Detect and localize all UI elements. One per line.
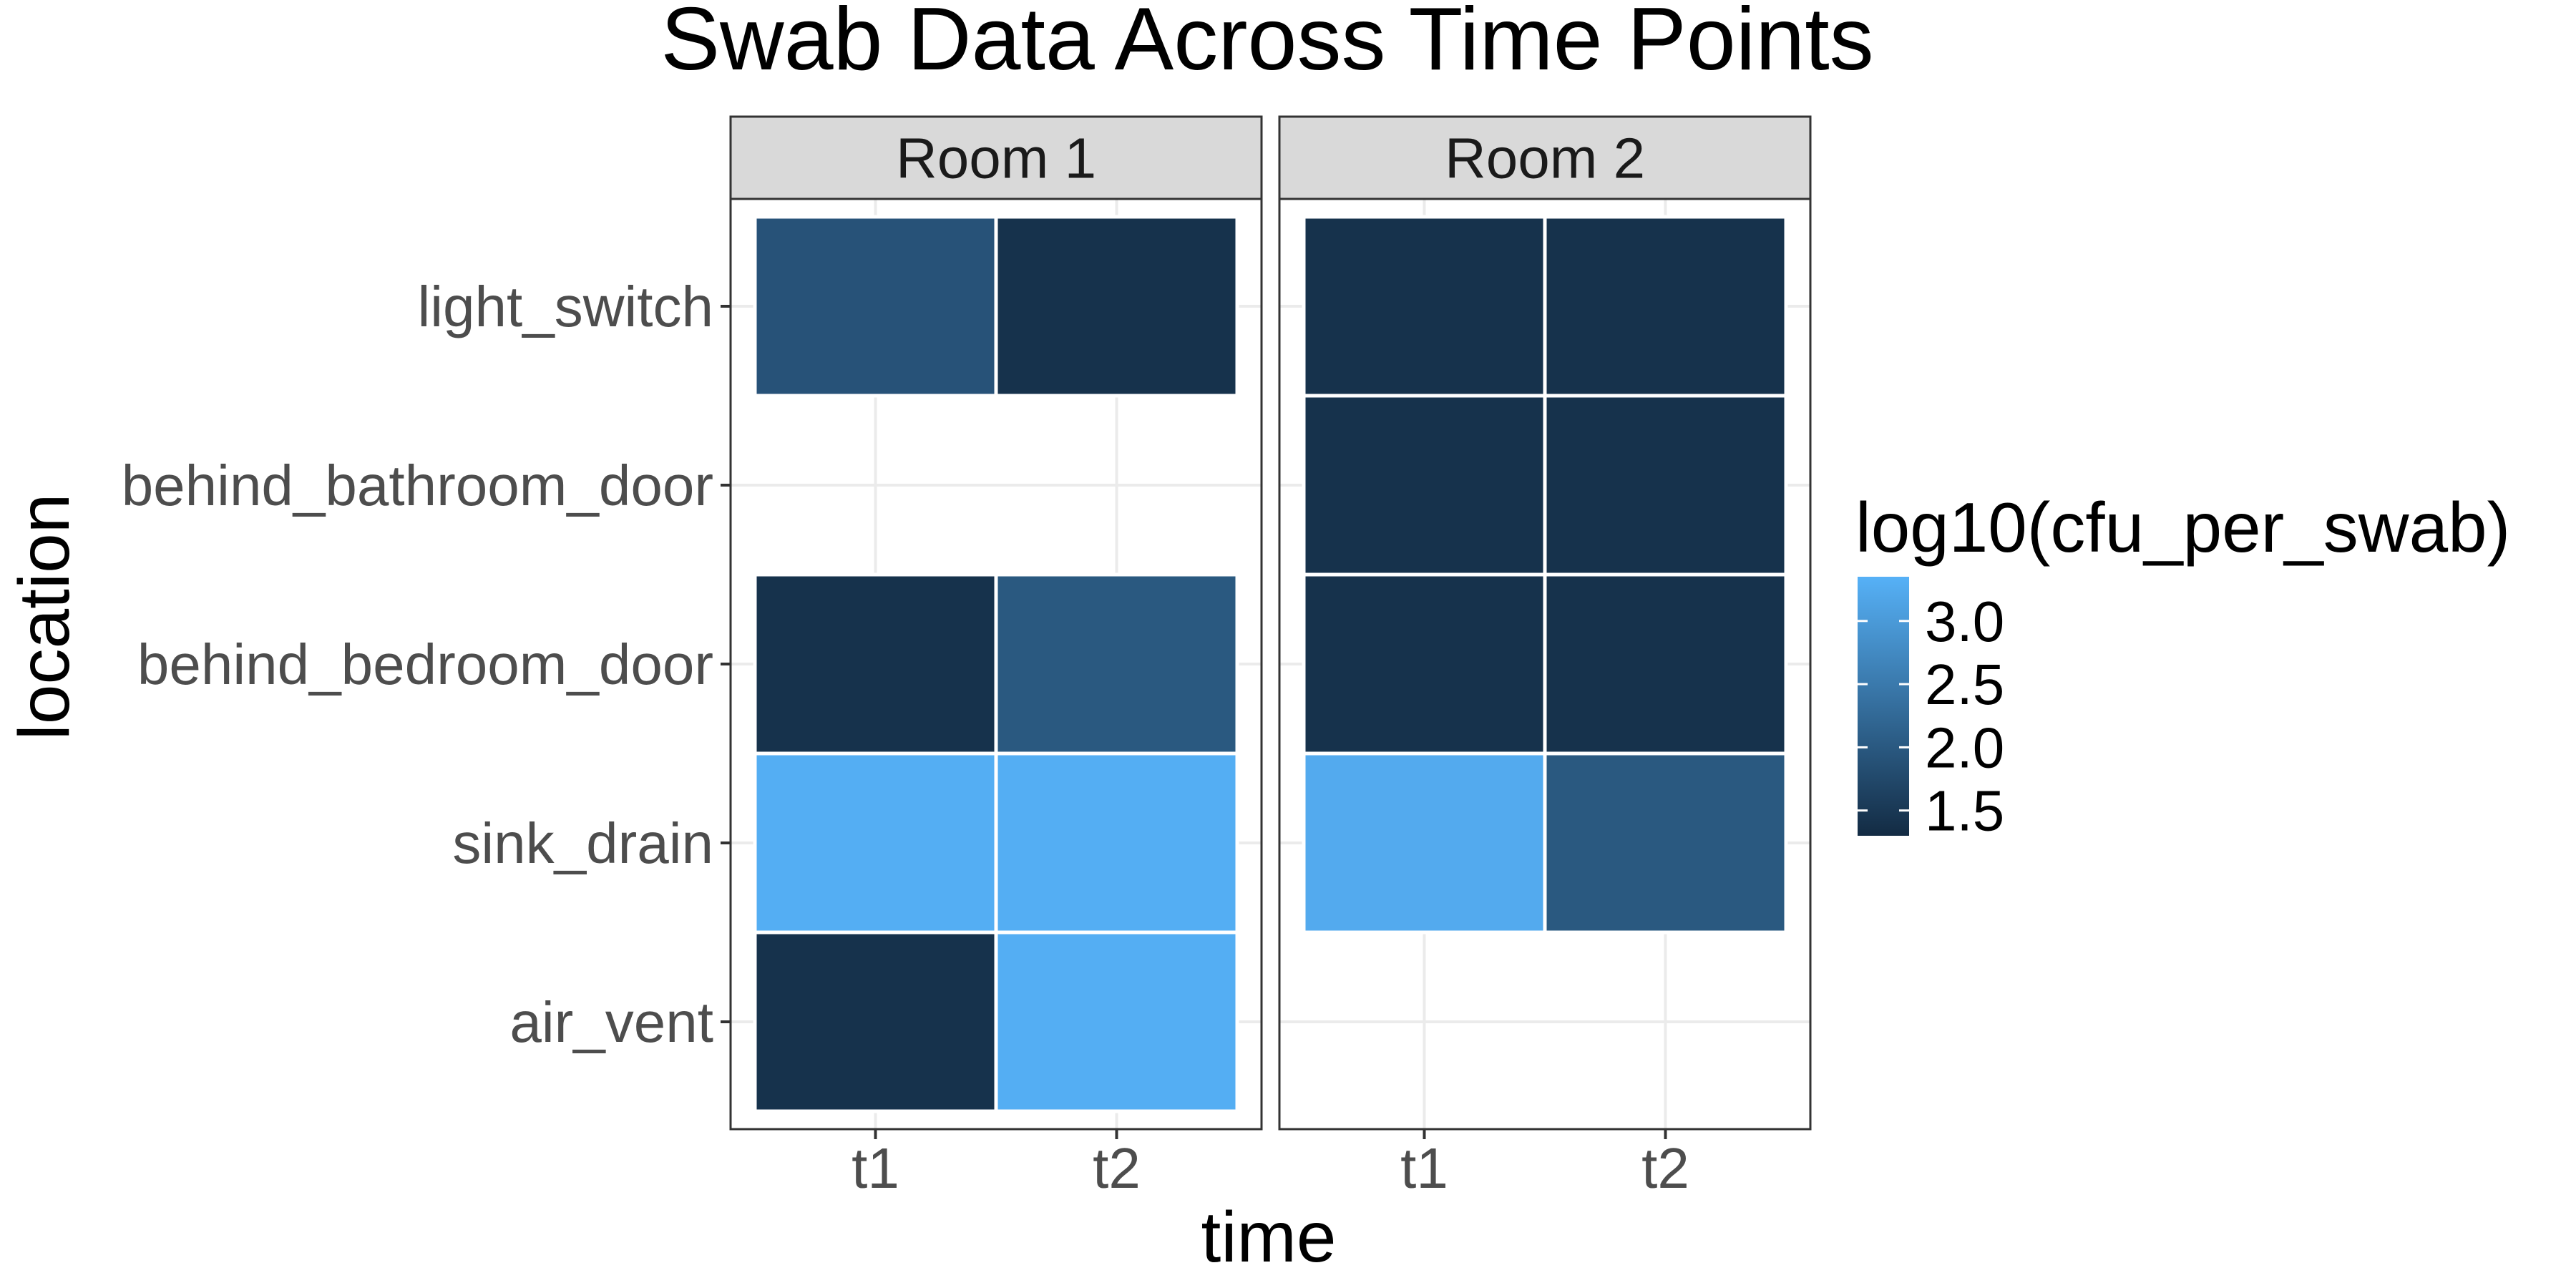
chart-title: Swab Data Across Time Points bbox=[660, 0, 1873, 89]
heatmap-cell bbox=[994, 215, 1239, 398]
y-tick-label: air_vent bbox=[509, 990, 713, 1054]
heatmap-cell bbox=[753, 930, 998, 1113]
legend: log10(cfu_per_swab) 1.52.02.53.0 bbox=[1855, 488, 2510, 843]
heatmap-cell bbox=[753, 215, 998, 398]
heatmap-cell bbox=[753, 572, 998, 756]
y-axis-ticks: light_switch behind_bathroom_door behind_b… bbox=[122, 275, 731, 1054]
legend-tick-label: 2.5 bbox=[1925, 653, 2004, 716]
x-tick-label: t1 bbox=[1400, 1136, 1448, 1200]
facet-panel: Room 2 bbox=[1278, 115, 1812, 1131]
facet-strip-label: Room 2 bbox=[1445, 127, 1645, 190]
heatmap-cell bbox=[1302, 751, 1547, 935]
x-axis-ticks: t1 t2 t1 t2 bbox=[852, 1129, 1689, 1200]
legend-ticks: 1.52.02.53.0 bbox=[1858, 590, 2004, 843]
legend-title: log10(cfu_per_swab) bbox=[1855, 488, 2510, 567]
x-tick-label: t2 bbox=[1093, 1136, 1141, 1200]
y-axis-title: location bbox=[4, 494, 84, 741]
x-tick-label: t1 bbox=[852, 1136, 899, 1200]
legend-tick-label: 1.5 bbox=[1925, 779, 2004, 843]
heatmap-cell bbox=[1543, 751, 1788, 935]
heatmap-cell bbox=[753, 751, 998, 935]
y-tick-label: behind_bathroom_door bbox=[122, 454, 713, 517]
heatmap-cell bbox=[1543, 215, 1788, 398]
heatmap-cell bbox=[1543, 394, 1788, 577]
x-tick-label: t2 bbox=[1641, 1136, 1689, 1200]
x-axis-title: time bbox=[1201, 1197, 1337, 1277]
y-tick-label: behind_bedroom_door bbox=[137, 633, 713, 696]
facet-panels: Room 1 Room 2 bbox=[729, 115, 1812, 1131]
facet-strip-label: Room 1 bbox=[896, 127, 1096, 190]
heatmap-cell bbox=[1543, 572, 1788, 756]
facet-panel: Room 1 bbox=[729, 115, 1263, 1131]
heatmap-cell bbox=[1302, 572, 1547, 756]
heatmap-cell bbox=[994, 751, 1239, 935]
heatmap-cell bbox=[994, 572, 1239, 756]
legend-tick-label: 3.0 bbox=[1925, 590, 2004, 653]
legend-tick-label: 2.0 bbox=[1925, 716, 2004, 779]
y-tick-label: sink_drain bbox=[452, 811, 713, 875]
facet-strip bbox=[1278, 115, 1812, 200]
legend-colorbar bbox=[1858, 577, 1909, 836]
heatmap-cell bbox=[994, 930, 1239, 1113]
heatmap-cell bbox=[1302, 215, 1547, 398]
facet-strip bbox=[729, 115, 1263, 200]
heatmap-cell bbox=[1302, 394, 1547, 577]
y-tick-label: light_switch bbox=[417, 275, 713, 338]
